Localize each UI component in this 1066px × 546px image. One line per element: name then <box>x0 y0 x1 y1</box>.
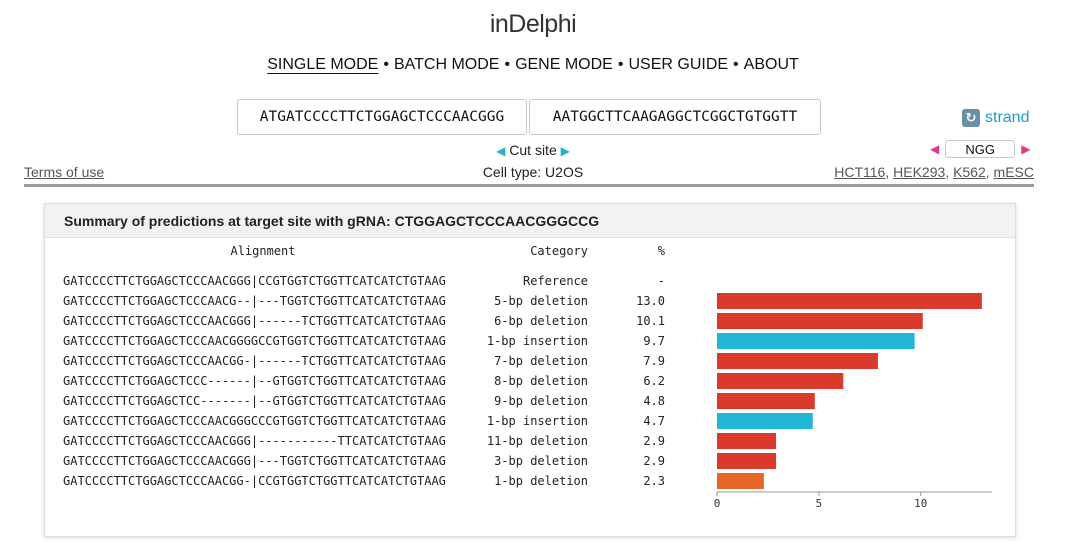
percent-header: % <box>657 244 665 258</box>
row-alignment: GATCCCCTTCTGGAGCTCCCAACGG-|CCGTGGTCTGGTT… <box>63 474 446 488</box>
row-category: 3-bp deletion <box>494 454 588 468</box>
main-nav: SINGLE MODE • BATCH MODE • GENE MODE • USER GU… <box>0 56 1066 74</box>
pam-next-icon[interactable]: ▶ <box>1021 142 1031 156</box>
row-percent: 10.1 <box>636 314 665 328</box>
cut-site-label: Cut site <box>509 142 557 158</box>
row-category: 11-bp deletion <box>486 434 588 448</box>
reference-category: Reference <box>522 274 588 288</box>
app-title: inDelphi <box>489 10 577 38</box>
bar[interactable] <box>717 413 813 429</box>
bar[interactable] <box>717 433 777 449</box>
x-tick-label: 0 <box>714 497 721 510</box>
predictions-panel: Summary of predictions at target site wi… <box>44 203 1016 537</box>
bar[interactable] <box>717 473 764 489</box>
cell-line-hct116[interactable]: HCT116 <box>834 164 886 180</box>
row-percent: 2.9 <box>643 454 665 468</box>
strand-toggle[interactable]: ↻ strand <box>962 109 1029 127</box>
row-alignment: GATCCCCTTCTGGAGCTCCCAACGGG|-----------TT… <box>63 434 446 448</box>
row-percent: 6.2 <box>643 374 665 388</box>
row-alignment: GATCCCCTTCTGGAGCTCCCAACGGG|---TGGTCTGGTT… <box>63 454 446 468</box>
pam-field[interactable]: NGG <box>945 140 1016 158</box>
row-alignment: GATCCCCTTCTGGAGCTCCCAACGGG|------TCTGGTT… <box>63 314 446 328</box>
pam-prev-icon[interactable]: ◀ <box>930 142 940 156</box>
row-percent: 7.9 <box>643 354 665 368</box>
right-sequence-input[interactable]: AATGGCTTCAAGAGGCTCGGCTGTGGTT <box>529 99 821 135</box>
cut-site-indicator: ◀ Cut site ▶ <box>0 142 1066 158</box>
nav-separator: • <box>733 56 739 73</box>
row-percent: 13.0 <box>636 294 665 308</box>
row-category: 1-bp deletion <box>494 474 588 488</box>
reference-percent: - <box>657 274 665 288</box>
cell-type-label: Cell type: U2OS <box>482 164 584 180</box>
divider <box>24 184 1034 187</box>
bar[interactable] <box>717 453 777 469</box>
cell-line-links: HCT116, HEK293, K562, mESC <box>834 164 1034 180</box>
row-category: 9-bp deletion <box>494 394 588 408</box>
row-alignment: GATCCCCTTCTGGAGCTCCCAACG--|---TGGTCTGGTT… <box>63 294 446 308</box>
row-category: 1-bp insertion <box>486 414 588 428</box>
cell-line-mesc[interactable]: mESC <box>993 164 1034 180</box>
bar[interactable] <box>717 393 815 409</box>
cell-line-hek293[interactable]: HEK293 <box>893 164 946 180</box>
bar[interactable] <box>717 293 982 309</box>
nav-single-mode[interactable]: SINGLE MODE <box>267 56 379 73</box>
bar[interactable] <box>717 373 844 389</box>
nav-separator: • <box>383 56 389 73</box>
x-tick-label: 5 <box>816 497 823 510</box>
nav-user-guide[interactable]: USER GUIDE <box>628 56 729 73</box>
reference-alignment: GATCCCCTTCTGGAGCTCCCAACGGG|CCGTGGTCTGGTT… <box>63 274 446 288</box>
row-percent: 2.3 <box>643 474 665 488</box>
left-arrow-icon: ◀ <box>496 144 506 158</box>
frequency-bar-chart: 0 5 10 <box>714 293 993 510</box>
row-category: 8-bp deletion <box>494 374 588 388</box>
row-category: 1-bp insertion <box>486 334 588 348</box>
left-sequence-input[interactable]: ATGATCCCCTTCTGGAGCTCCCAACGGG <box>237 99 527 135</box>
terms-of-use-link[interactable]: Terms of use <box>24 164 105 180</box>
row-alignment: GATCCCCTTCTGGAGCTCCCAACGGGGCCGTGGTCTGGTT… <box>63 334 446 348</box>
nav-separator: • <box>504 56 511 73</box>
row-alignment: GATCCCCTTCTGGAGCTCCC------|--GTGGTCTGGTT… <box>63 374 446 388</box>
flip-strand-icon: ↻ <box>962 109 980 127</box>
row-percent: 2.9 <box>643 434 665 448</box>
bar[interactable] <box>717 333 915 349</box>
nav-gene-mode[interactable]: GENE MODE <box>515 56 613 73</box>
strand-label: strand <box>985 109 1030 126</box>
row-category: 7-bp deletion <box>494 354 588 368</box>
row-percent: 9.7 <box>643 334 665 348</box>
pam-selector: ◀ NGG ▶ <box>930 140 1030 158</box>
row-category: 5-bp deletion <box>494 294 588 308</box>
nav-about[interactable]: ABOUT <box>743 56 799 73</box>
panel-title: Summary of predictions at target site wi… <box>45 204 1015 238</box>
row-alignment: GATCCCCTTCTGGAGCTCCCAACGG-|------TCTGGTT… <box>63 354 446 368</box>
nav-batch-mode[interactable]: BATCH MODE <box>393 56 500 73</box>
x-tick-label: 10 <box>914 497 927 510</box>
bar[interactable] <box>717 353 878 369</box>
row-percent: 4.7 <box>643 414 665 428</box>
row-percent: 4.8 <box>643 394 665 408</box>
row-alignment: GATCCCCTTCTGGAGCTCCCAACGGGCCCGTGGTCTGGTT… <box>63 414 446 428</box>
bar[interactable] <box>717 313 923 329</box>
row-category: 6-bp deletion <box>494 314 588 328</box>
right-arrow-icon: ▶ <box>560 144 570 158</box>
nav-separator: • <box>617 56 624 73</box>
row-alignment: GATCCCCTTCTGGAGCTCC-------|--GTGGTCTGGTT… <box>63 394 446 408</box>
cell-line-k562[interactable]: K562 <box>953 164 986 180</box>
category-header: Category <box>530 244 588 258</box>
alignment-header: Alignment <box>230 244 296 258</box>
